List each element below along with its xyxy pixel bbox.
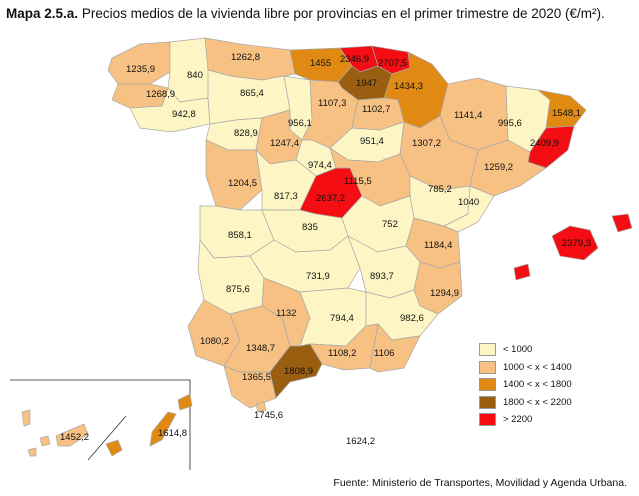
label-barcelona: 2409,9 <box>530 138 559 149</box>
legend-label: 1400 < x < 1800 <box>503 379 572 391</box>
canary-islands-inset <box>10 379 193 470</box>
label-jaen: 794,4 <box>330 313 354 324</box>
legend-swatch <box>479 395 496 409</box>
legend-item: 1000 < x < 1400 <box>479 359 572 377</box>
label-soria: 951,4 <box>360 136 384 147</box>
label-teruel: 785,2 <box>428 184 452 195</box>
legend-swatch <box>479 413 496 427</box>
label-gipuzkoa: 2707,5 <box>378 58 407 69</box>
label-cordoba: 1132 <box>276 308 296 319</box>
label-cantabria: 1455 <box>310 58 331 69</box>
label-las-palmas: 1614,8 <box>158 428 187 439</box>
label-guadalajara: 1115,5 <box>344 176 372 187</box>
label-alava: 1947 <box>356 78 377 89</box>
legend-label: < 1000 <box>503 344 533 356</box>
islands <box>255 213 633 413</box>
province-salamanca <box>205 139 263 211</box>
label-malaga: 1808,9 <box>284 366 313 377</box>
legend-label: 1800 < x < 2200 <box>503 396 572 408</box>
label-valladolid: 1247,4 <box>270 138 299 149</box>
label-albacete: 893,7 <box>370 271 394 282</box>
legend-label: > 2200 <box>503 414 533 426</box>
label-la-rioja: 1102,7 <box>362 104 390 115</box>
map-title: Mapa 2.5.a. Precios medios de la viviend… <box>6 6 605 21</box>
label-palencia: 956,1 <box>288 118 312 129</box>
label-bizkaia: 2346,9 <box>340 54 369 65</box>
label-a-coruna: 1235,9 <box>126 64 155 75</box>
label-leon: 865,4 <box>240 88 264 99</box>
label-segovia: 974,4 <box>308 160 332 171</box>
label-caceres: 858,1 <box>228 230 252 241</box>
label-cadiz: 1365,5 <box>242 372 271 383</box>
province-almeria <box>369 323 421 373</box>
label-almeria: 1106 <box>374 348 394 359</box>
legend-item: 1800 < x < 2200 <box>479 394 572 412</box>
label-toledo: 835 <box>302 222 318 233</box>
label-girona: 1548,1 <box>552 108 581 119</box>
inset-frame <box>10 379 191 470</box>
province-baleares <box>551 225 599 261</box>
title-prefix: Mapa 2.5.a. <box>6 6 79 21</box>
label-valencia: 1184,4 <box>424 240 452 251</box>
island-lanzarote <box>177 393 193 411</box>
label-huesca: 1141,4 <box>454 110 482 121</box>
label-ourense: 942,8 <box>172 109 196 120</box>
legend-swatch <box>479 378 496 392</box>
province-malaga <box>269 343 323 399</box>
label-baleares: 2379,3 <box>562 238 591 249</box>
label-lugo: 840 <box>187 70 203 81</box>
province-a-coruna <box>107 41 171 85</box>
label-madrid: 2637,2 <box>316 193 345 204</box>
label-granada: 1108,2 <box>328 348 356 359</box>
provinces <box>107 37 587 409</box>
label-castellon: 1040 <box>458 197 479 208</box>
legend-item: < 1000 <box>479 341 572 359</box>
source-note: Fuente: Ministerio de Transportes, Movil… <box>333 477 627 489</box>
label-asturias: 1262,8 <box>231 52 260 63</box>
island-fuerteventura <box>149 411 177 447</box>
map-legend: < 1000 1000 < x < 1400 1400 < x < 1800 1… <box>479 341 572 429</box>
label-sc-tenerife: 1452,2 <box>60 432 89 443</box>
ceuta-territory <box>255 401 267 413</box>
label-navarra: 1434,3 <box>394 81 423 92</box>
inset-divider <box>87 415 127 461</box>
label-huelva: 1080,2 <box>200 336 229 347</box>
province-baleares-ibiza <box>513 263 531 281</box>
label-sevilla: 1348,7 <box>246 343 275 354</box>
label-pontevedra: 1268,9 <box>146 89 175 100</box>
label-badajoz: 875,6 <box>226 284 250 295</box>
title-text: Precios medios de la vivienda libre por … <box>81 6 605 21</box>
label-avila: 817,3 <box>274 191 298 202</box>
legend-item: 1400 < x < 1800 <box>479 376 572 394</box>
label-tarragona: 1259,2 <box>484 162 513 173</box>
legend-label: 1000 < x < 1400 <box>503 361 572 373</box>
island-el-hierro <box>27 447 37 457</box>
label-ceuta: 1745,6 <box>254 410 283 421</box>
legend-swatch <box>479 360 496 374</box>
legend-swatch <box>479 343 496 357</box>
island-tenerife <box>55 423 89 447</box>
label-zamora: 828,9 <box>234 128 258 139</box>
legend-item: > 2200 <box>479 411 572 429</box>
island-gran-canaria <box>105 439 123 457</box>
island-la-gomera <box>39 435 51 447</box>
label-alicante: 1294,9 <box>430 288 459 299</box>
island-la-palma <box>21 409 31 427</box>
province-baleares-menorca <box>611 213 633 233</box>
label-murcia: 982,6 <box>400 313 424 324</box>
label-ciudad-real: 731,9 <box>306 271 330 282</box>
label-lleida: 995,6 <box>498 118 522 129</box>
label-melilla: 1624,2 <box>346 436 375 447</box>
label-cuenca: 752 <box>382 219 398 230</box>
label-burgos: 1107,3 <box>318 98 346 109</box>
label-zaragoza: 1307,2 <box>412 138 441 149</box>
value-labels: 1235,9 840 1262,8 1455 2346,9 2707,5 194… <box>60 52 591 447</box>
label-salamanca: 1204,5 <box>228 178 257 189</box>
